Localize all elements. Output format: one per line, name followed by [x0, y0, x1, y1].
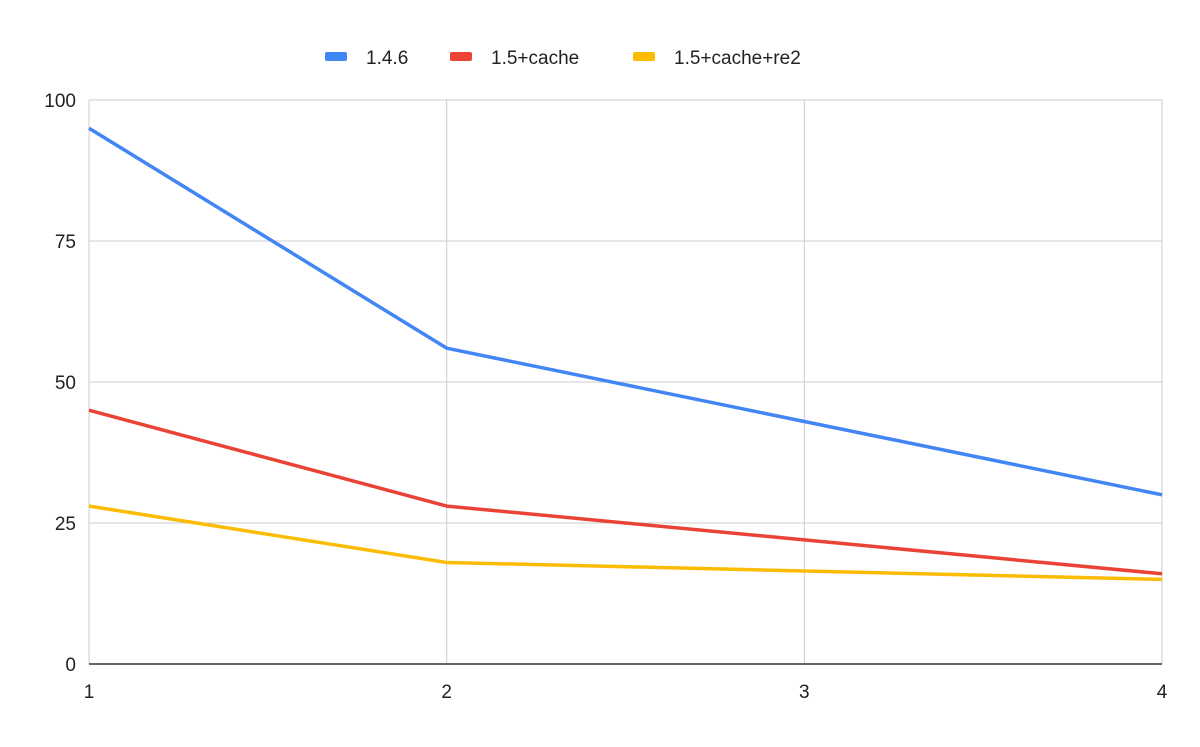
x-tick-label: 3 [799, 682, 810, 703]
x-tick-label: 1 [84, 682, 95, 703]
legend-swatch [325, 52, 347, 61]
legend-label: 1.5+cache+re2 [674, 48, 801, 69]
gridlines [88, 99, 1163, 665]
legend-item: 1.4.6 [325, 48, 408, 69]
y-tick-label: 50 [55, 373, 76, 394]
y-tick-label: 100 [44, 91, 76, 112]
series-line-1 [88, 408, 1163, 576]
legend-label: 1.4.6 [366, 48, 408, 69]
legend: 1.4.6 1.5+cache 1.5+cache+re2 [325, 48, 801, 69]
x-axis-ticks: 1 2 3 4 [84, 682, 1168, 703]
series-line-2 [88, 504, 1163, 582]
y-axis-ticks: 0 25 50 75 100 [44, 91, 76, 676]
y-tick-label: 75 [55, 232, 76, 253]
legend-swatch [633, 52, 655, 61]
legend-item: 1.5+cache+re2 [633, 48, 801, 69]
legend-swatch [450, 52, 472, 61]
legend-item: 1.5+cache [450, 48, 579, 69]
legend-label: 1.5+cache [491, 48, 579, 69]
y-tick-label: 25 [55, 514, 76, 535]
y-tick-label: 0 [65, 655, 76, 676]
series-lines [88, 126, 1163, 582]
series-line-0 [88, 126, 1163, 497]
x-tick-label: 4 [1157, 682, 1168, 703]
x-tick-label: 2 [441, 682, 452, 703]
